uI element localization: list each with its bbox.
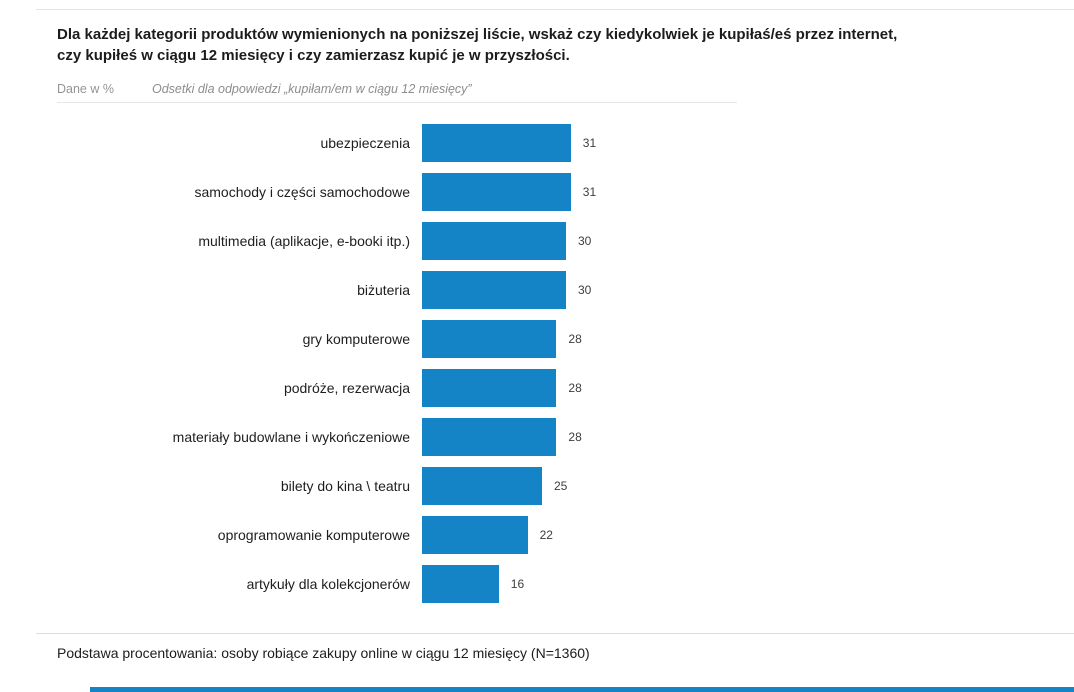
- value-label: 22: [539, 527, 553, 542]
- bar-area: 28: [422, 417, 582, 456]
- bar-area: 25: [422, 466, 568, 505]
- chart-row: bilety do kina \ teatru 25: [57, 461, 1017, 510]
- value-label: 31: [582, 184, 597, 199]
- chart-subtitle: Odsetki dla odpowiedzi „kupiłam/em w cią…: [152, 82, 472, 96]
- category-label: ubezpieczenia: [320, 134, 410, 151]
- category-label: biżuteria: [357, 281, 410, 298]
- bottom-accent-bar: [90, 687, 1074, 692]
- bar: [422, 270, 566, 309]
- bar-area: 31: [422, 172, 597, 211]
- bar: [422, 564, 499, 603]
- units-label: Dane w %: [57, 82, 114, 96]
- chart-row: oprogramowanie komputerowe 22: [57, 510, 1017, 559]
- chart-title: Dla każdej kategorii produktów wymienion…: [57, 24, 1017, 66]
- value-label: 28: [568, 429, 582, 444]
- category-label: gry komputerowe: [302, 330, 410, 347]
- category-label: oprogramowanie komputerowe: [217, 526, 410, 543]
- footnote: Podstawa procentowania: osoby robiące za…: [57, 645, 590, 661]
- chart-row: samochody i części samochodowe 31: [57, 167, 1017, 216]
- bar: [422, 368, 557, 407]
- bar-area: 16: [422, 564, 525, 603]
- top-divider: [36, 9, 1074, 10]
- chart-meta-row: Dane w % Odsetki dla odpowiedzi „kupiłam…: [57, 82, 472, 96]
- chart-row: podróże, rezerwacja 28: [57, 363, 1017, 412]
- chart-title-line2: czy kupiłeś w ciągu 12 miesięcy i czy za…: [57, 47, 570, 64]
- value-label: 16: [510, 576, 525, 591]
- bar: [422, 221, 566, 260]
- bar-area: 22: [422, 515, 553, 554]
- category-label: multimedia (aplikacje, e-booki itp.): [198, 232, 410, 249]
- value-label: 25: [554, 478, 568, 493]
- chart-row: ubezpieczenia 31: [57, 118, 1017, 167]
- chart-row: biżuteria 30: [57, 265, 1017, 314]
- value-label: 31: [582, 135, 597, 150]
- bar-area: 28: [422, 319, 582, 358]
- category-label: artykuły dla kolekcjonerów: [246, 575, 410, 592]
- chart-row: artykuły dla kolekcjonerów 16: [57, 559, 1017, 608]
- category-label: bilety do kina \ teatru: [280, 477, 410, 494]
- value-label: 30: [578, 282, 592, 297]
- chart-row: multimedia (aplikacje, e-booki itp.) 30: [57, 216, 1017, 265]
- bar-area: 31: [422, 123, 597, 162]
- bar: [422, 172, 571, 211]
- bar: [422, 466, 542, 505]
- category-label: materiały budowlane i wykończeniowe: [172, 428, 410, 445]
- bar: [422, 123, 571, 162]
- value-label: 28: [568, 380, 582, 395]
- category-label: podróże, rezerwacja: [283, 379, 410, 396]
- footer-divider: [36, 633, 1074, 634]
- bar-chart: ubezpieczenia 31 samochody i części samoch…: [57, 118, 1017, 608]
- bar-area: 30: [422, 221, 592, 260]
- bar: [422, 319, 557, 358]
- chart-row: gry komputerowe 28: [57, 314, 1017, 363]
- subtitle-divider: [57, 102, 737, 103]
- bar-area: 28: [422, 368, 582, 407]
- value-label: 30: [578, 233, 592, 248]
- value-label: 28: [568, 331, 582, 346]
- bar-area: 30: [422, 270, 592, 309]
- bar: [422, 417, 557, 456]
- chart-title-line1: Dla każdej kategorii produktów wymienion…: [57, 26, 898, 43]
- bar: [422, 515, 528, 554]
- category-label: samochody i części samochodowe: [194, 183, 410, 200]
- chart-row: materiały budowlane i wykończeniowe 28: [57, 412, 1017, 461]
